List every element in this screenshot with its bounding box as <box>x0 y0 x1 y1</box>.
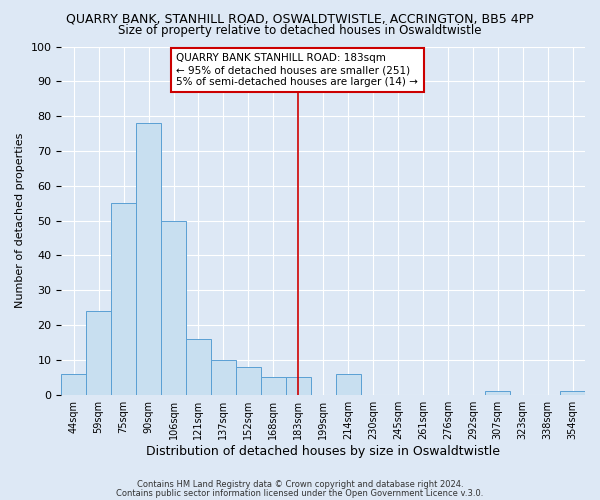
Bar <box>111 203 136 394</box>
Bar <box>136 123 161 394</box>
Bar <box>211 360 236 394</box>
Y-axis label: Number of detached properties: Number of detached properties <box>15 133 25 308</box>
Text: QUARRY BANK, STANHILL ROAD, OSWALDTWISTLE, ACCRINGTON, BB5 4PP: QUARRY BANK, STANHILL ROAD, OSWALDTWISTL… <box>66 12 534 26</box>
Text: Size of property relative to detached houses in Oswaldtwistle: Size of property relative to detached ho… <box>118 24 482 37</box>
Bar <box>86 311 111 394</box>
Bar <box>261 378 286 394</box>
Bar <box>286 378 311 394</box>
Bar <box>236 367 261 394</box>
Text: Contains public sector information licensed under the Open Government Licence v.: Contains public sector information licen… <box>116 488 484 498</box>
Bar <box>186 339 211 394</box>
Text: Contains HM Land Registry data © Crown copyright and database right 2024.: Contains HM Land Registry data © Crown c… <box>137 480 463 489</box>
Bar <box>161 220 186 394</box>
Bar <box>560 391 585 394</box>
Bar <box>61 374 86 394</box>
Bar <box>485 391 510 394</box>
Bar <box>335 374 361 394</box>
Text: QUARRY BANK STANHILL ROAD: 183sqm
← 95% of detached houses are smaller (251)
5% : QUARRY BANK STANHILL ROAD: 183sqm ← 95% … <box>176 54 418 86</box>
X-axis label: Distribution of detached houses by size in Oswaldtwistle: Distribution of detached houses by size … <box>146 444 500 458</box>
